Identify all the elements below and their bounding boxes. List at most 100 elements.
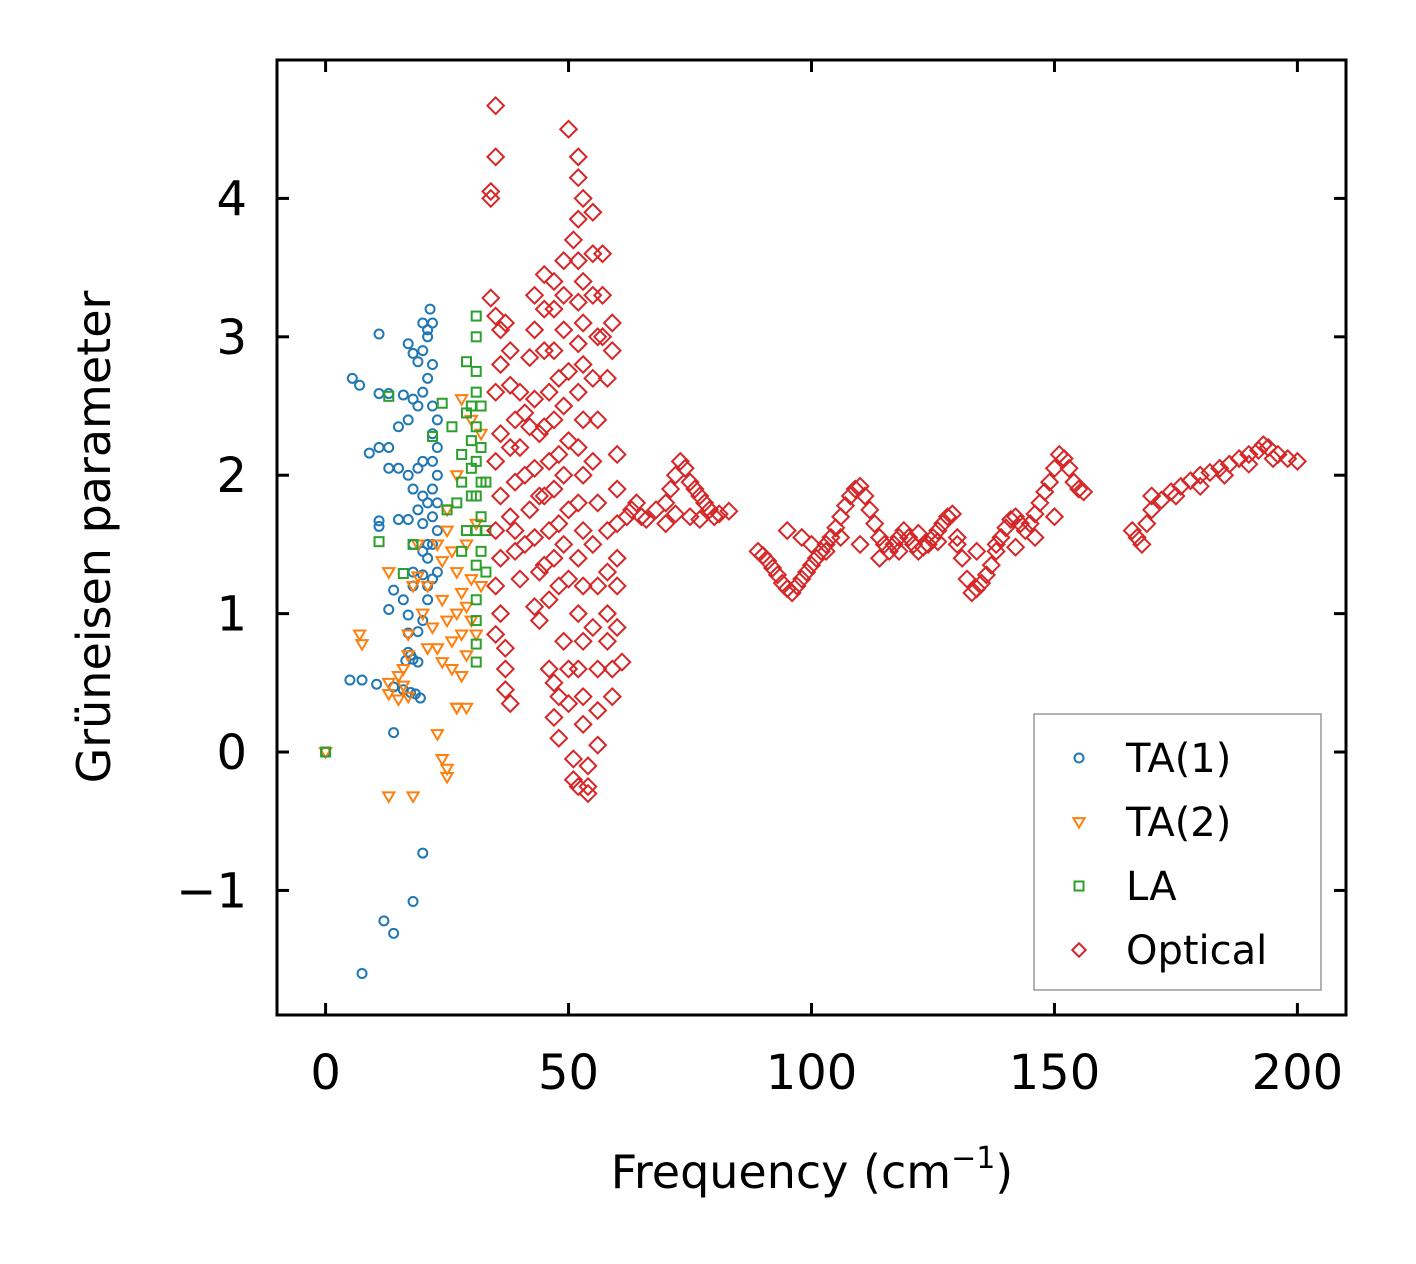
data-point — [544, 299, 564, 319]
data-point — [405, 791, 421, 804]
data-point — [573, 354, 593, 375]
data-point — [592, 244, 613, 264]
data-point — [626, 493, 647, 513]
data-point — [568, 603, 588, 624]
data-point — [405, 581, 421, 594]
data-point — [412, 656, 424, 668]
data-point — [495, 313, 516, 333]
data-point — [967, 579, 987, 599]
data-point — [947, 527, 967, 548]
data-point — [554, 285, 574, 305]
data-point — [1209, 458, 1230, 478]
data-point — [602, 687, 622, 707]
data-point — [422, 594, 434, 606]
legend-entries: TA(1) TA(2) LA Optical — [1070, 736, 1267, 974]
data-point — [454, 629, 470, 642]
data-point — [454, 670, 470, 684]
data-point — [568, 209, 588, 229]
data-point — [424, 303, 436, 315]
data-point — [607, 444, 627, 465]
data-point — [500, 693, 520, 714]
data-point — [801, 555, 822, 575]
data-point — [524, 285, 545, 305]
data-point — [383, 603, 395, 615]
data-point — [402, 338, 414, 350]
data-point — [1064, 472, 1084, 492]
data-point — [426, 430, 438, 442]
data-point — [894, 520, 914, 541]
data-point — [373, 515, 385, 527]
data-point — [495, 659, 516, 679]
data-point — [468, 629, 484, 642]
x-tick-label: 150 — [1009, 1045, 1101, 1101]
y-tick-label: −1 — [176, 863, 247, 919]
data-point — [597, 562, 618, 582]
data-point — [554, 534, 574, 555]
data-point — [899, 527, 919, 548]
data-point — [578, 776, 598, 797]
data-point — [573, 631, 593, 651]
data-point — [558, 361, 579, 382]
data-point — [439, 763, 455, 777]
data-point — [544, 707, 564, 728]
data-point — [420, 643, 436, 656]
data-point — [913, 537, 933, 557]
data-point — [515, 403, 535, 423]
points-layer — [318, 96, 1308, 979]
data-point — [352, 629, 367, 642]
data-point — [1214, 465, 1235, 485]
data-point — [680, 472, 700, 492]
data-point — [573, 465, 593, 485]
data-point — [578, 756, 598, 776]
data-point — [850, 476, 870, 496]
data-point — [407, 896, 419, 908]
data-point — [417, 847, 429, 859]
data-point — [412, 356, 424, 368]
data-point — [860, 500, 880, 520]
data-point — [592, 285, 613, 305]
legend-label: Optical — [1126, 928, 1267, 974]
data-point — [490, 486, 511, 506]
data-point — [602, 340, 622, 361]
data-point — [592, 327, 613, 347]
data-point — [412, 504, 424, 516]
data-point — [588, 735, 608, 755]
data-point — [470, 559, 482, 571]
data-point — [397, 567, 409, 579]
data-point — [656, 493, 676, 513]
data-point — [675, 458, 695, 478]
data-point — [597, 631, 618, 651]
data-point — [865, 513, 885, 534]
data-point — [456, 545, 468, 557]
data-point — [971, 573, 992, 593]
data-point — [422, 497, 434, 509]
data-point — [1263, 448, 1283, 469]
data-point — [1287, 451, 1308, 472]
data-point — [459, 539, 474, 553]
data-point — [454, 587, 470, 601]
data-point — [470, 594, 482, 606]
data-point — [381, 791, 397, 804]
data-point — [407, 483, 419, 495]
data-point — [962, 583, 982, 603]
data-point — [470, 331, 482, 343]
x-tick-label: 0 — [310, 1045, 341, 1101]
data-point — [1069, 479, 1089, 499]
data-point — [549, 513, 569, 534]
data-point — [558, 119, 579, 139]
data-point — [500, 507, 520, 527]
data-point — [529, 562, 550, 582]
data-point — [1044, 507, 1065, 527]
data-point — [602, 313, 622, 333]
data-point — [801, 534, 822, 555]
legend-marker — [1073, 880, 1085, 892]
data-point — [568, 493, 588, 513]
data-point — [485, 306, 506, 326]
data-point — [475, 400, 487, 412]
y-axis-label: Grüneisen parameter — [67, 290, 121, 783]
data-point — [850, 534, 870, 555]
data-point — [459, 601, 474, 615]
data-point — [490, 424, 511, 444]
data-point — [947, 534, 967, 555]
